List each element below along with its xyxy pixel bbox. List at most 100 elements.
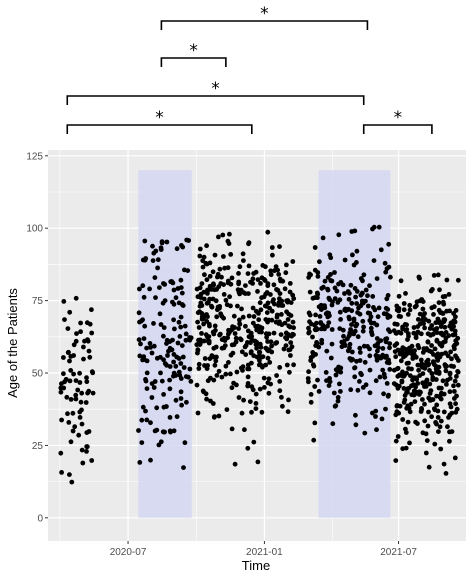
data-point [313,352,318,357]
data-point [428,332,434,338]
data-point [371,305,376,310]
data-point [284,298,289,304]
data-point [277,388,283,394]
data-point [215,307,220,313]
data-point [286,347,292,353]
data-point [162,429,167,435]
data-point [73,295,79,301]
data-point [250,276,256,282]
data-point [322,278,328,284]
data-point [229,385,235,391]
significance-label: * [189,41,198,61]
data-point [242,344,248,350]
data-point [310,334,315,340]
data-point [400,417,406,422]
data-point [325,275,331,280]
data-point [176,369,182,375]
data-point [84,430,90,435]
data-point [176,356,182,361]
data-point [352,328,358,334]
data-point [201,338,207,344]
data-point [221,254,226,259]
data-point [139,417,145,423]
data-point [235,287,241,293]
data-point [239,349,245,355]
data-point [441,461,447,467]
y-tick-label: 75 [32,296,44,307]
data-point [357,345,363,351]
data-point [207,323,212,329]
data-point [246,366,252,372]
data-point [62,317,67,322]
data-point [171,317,177,323]
significance-bracket [66,95,365,105]
data-point [136,428,141,433]
data-point [251,271,257,276]
data-point [447,401,453,407]
data-point [386,241,392,247]
data-point [174,246,180,252]
data-point [361,272,367,278]
data-point [403,430,409,435]
data-point [69,479,75,485]
data-point [79,390,85,396]
data-point [395,385,401,391]
data-point [415,343,421,348]
data-point [442,362,448,368]
data-point [370,294,376,299]
data-point [420,397,425,402]
data-point [316,304,322,310]
data-point [285,332,291,337]
data-point [245,381,251,386]
data-point [369,329,374,335]
data-point [451,383,456,389]
data-point [425,339,431,345]
data-point [156,442,162,448]
data-point [158,322,164,327]
data-point [171,352,177,357]
data-point [213,344,219,350]
data-point [398,330,404,336]
data-point [332,270,337,275]
data-point [253,391,259,397]
data-point [61,299,67,304]
data-point [66,420,72,425]
data-point [377,374,383,380]
data-point [178,396,184,401]
data-point [423,347,428,353]
data-point [141,294,147,300]
data-point [137,353,143,359]
data-point [61,355,66,360]
data-point [430,375,436,380]
data-point [415,317,421,322]
data-point [452,389,457,394]
data-point [365,310,371,316]
data-point [435,272,441,278]
data-point [214,314,220,320]
data-point [73,392,79,398]
data-point [398,358,404,364]
data-point [246,263,252,269]
data-point [416,367,421,373]
data-point [382,260,388,266]
data-point [354,289,360,294]
data-point [177,334,183,339]
data-point [194,382,200,388]
data-point [174,414,180,419]
data-point [314,341,320,346]
data-point [411,325,417,330]
data-point [178,277,184,283]
data-point [287,281,293,286]
data-point [363,287,369,293]
data-point [415,324,421,329]
data-point [61,385,67,391]
data-point [445,424,450,430]
data-point [321,284,326,290]
data-point [200,264,206,270]
data-point [176,319,182,325]
data-point [228,281,234,287]
data-point [316,389,322,394]
x-tick-label: 2021-01 [246,547,283,558]
data-point [216,234,221,240]
data-point [178,376,184,381]
